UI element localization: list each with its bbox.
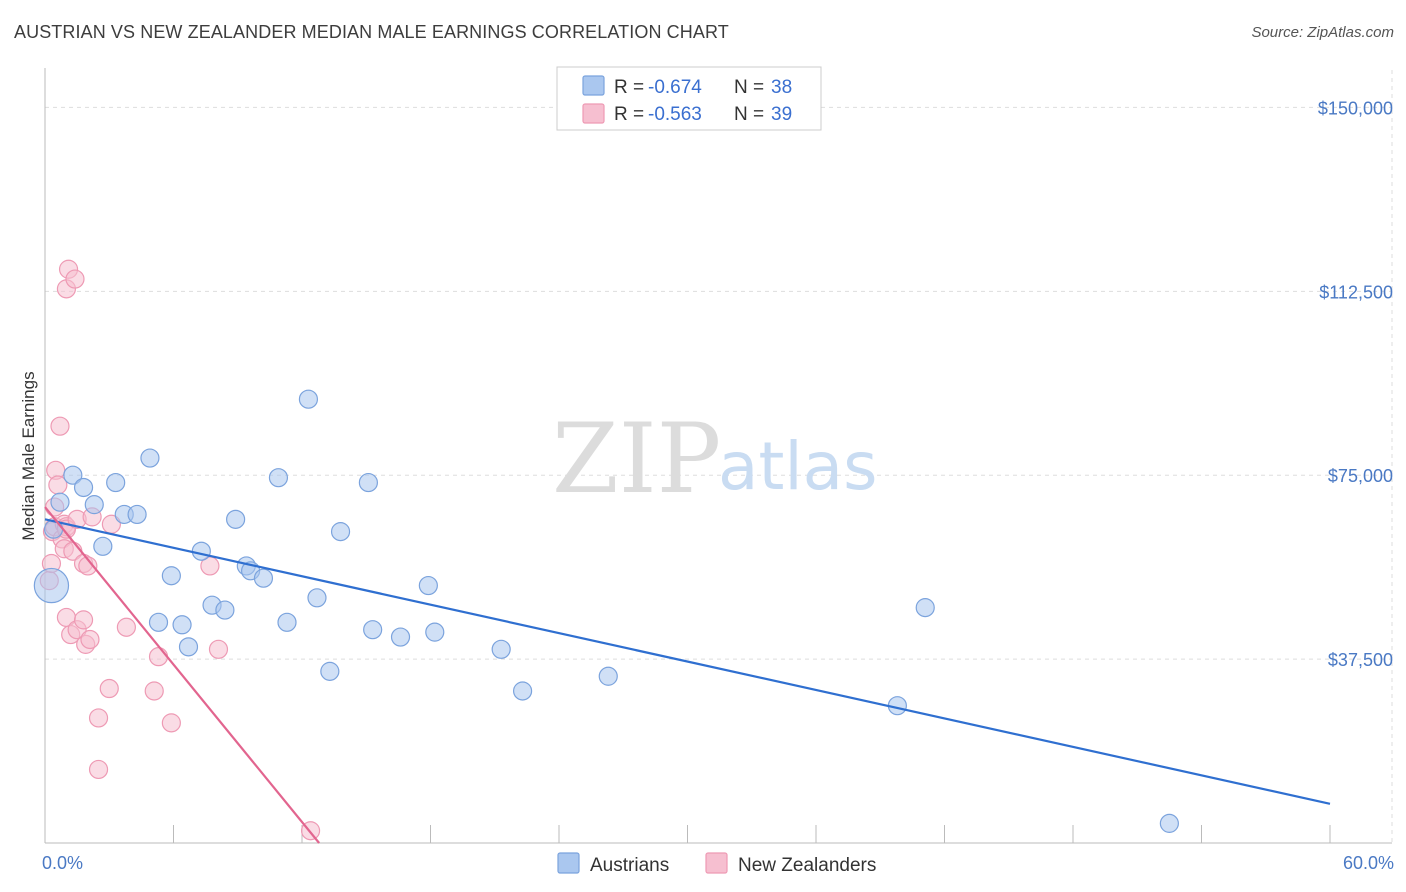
austrian-point [106, 472, 126, 493]
bottom-legend-label-austrians: Austrians [590, 855, 669, 876]
bottom-legend-label-nz: New Zealanders [738, 855, 876, 876]
austrian-point [84, 495, 104, 515]
austrian-point [512, 681, 533, 701]
austrians-trend-line [44, 518, 1331, 805]
austrian-point [63, 465, 83, 485]
correlation-legend: R = -0.674 N = 38 R = -0.563 N = 39 [556, 66, 822, 131]
bottom-legend-swatch-austrians [557, 852, 580, 874]
watermark-atlas: atlas [718, 428, 878, 505]
austrian-point [226, 509, 246, 529]
x-tick-label-min: 0.0% [42, 853, 83, 873]
austrian-point [320, 661, 340, 681]
bottom-legend-swatch-nz [705, 852, 728, 874]
legend-r-label-nz: R = [614, 104, 644, 125]
austrian-point [363, 620, 383, 640]
nz-point [78, 556, 98, 576]
watermark-zip: ZIP [552, 403, 721, 515]
nz-point [88, 708, 109, 728]
austrian-point [268, 468, 289, 488]
austrian-point [298, 389, 319, 409]
legend-r-value-austrians: -0.674 [648, 77, 702, 98]
austrian-point [418, 575, 438, 596]
nz-point [161, 713, 181, 733]
legend-n-value-nz: 39 [771, 104, 792, 125]
nz-point [144, 681, 164, 701]
austrian-point [330, 522, 351, 542]
y-tick-label: $37,500 [1328, 650, 1393, 670]
austrian-point [915, 598, 935, 618]
austrians-points [33, 389, 1179, 833]
austrian-point [277, 612, 297, 632]
austrian-point [127, 504, 147, 525]
source-label: Source: ZipAtlas.com [1251, 24, 1394, 41]
austrian-point [172, 615, 192, 635]
legend-swatch-nz [582, 103, 605, 124]
legend-n-label-nz: N = [734, 104, 764, 125]
austrian-point [73, 477, 94, 498]
nz-point [116, 617, 136, 637]
y-tick-labels: $37,500 $75,000 $112,500 $150,000 [1318, 98, 1393, 670]
legend-n-value-austrians: 38 [771, 77, 792, 98]
nz-point [208, 639, 229, 659]
austrian-point [598, 666, 618, 686]
nz-point [99, 678, 119, 699]
austrian-point [50, 492, 70, 512]
chart-title: AUSTRIAN VS NEW ZEALANDER MEDIAN MALE EA… [14, 22, 729, 42]
nz-point [65, 269, 85, 289]
nz-point [80, 629, 100, 650]
y-tick-label: $150,000 [1318, 98, 1393, 118]
austrian-point [425, 622, 445, 642]
austrian-point [1159, 813, 1179, 833]
nz-point [88, 759, 109, 780]
austrian-point [307, 588, 327, 608]
austrian-point [140, 448, 160, 468]
austrian-point [178, 637, 199, 657]
austrian-point [390, 627, 411, 647]
legend-r-value-nz: -0.563 [648, 104, 702, 125]
austrian-point [358, 472, 378, 493]
nz-point [50, 416, 70, 436]
series-legend: Austrians New Zealanders [557, 852, 876, 876]
watermark: ZIP atlas [552, 403, 878, 515]
y-axis-title: Median Male Earnings [19, 371, 38, 540]
austrian-point [215, 600, 235, 620]
nz-point [148, 647, 169, 667]
austrian-point [191, 541, 211, 561]
trend-lines [44, 506, 1331, 844]
x-tick-label-max: 60.0% [1343, 853, 1394, 873]
nz-point [73, 610, 94, 630]
legend-r-label-austrians: R = [614, 77, 644, 98]
austrian-point [93, 536, 113, 556]
nz-trend-line [44, 506, 320, 844]
y-tick-label: $75,000 [1328, 466, 1393, 486]
austrian-point [33, 567, 70, 604]
legend-swatch-austrians [582, 75, 605, 96]
austrian-point [253, 568, 274, 588]
legend-n-label-austrians: N = [734, 77, 764, 98]
austrian-point [148, 612, 169, 632]
austrian-point [491, 639, 511, 659]
austrian-point [161, 566, 181, 586]
y-tick-label: $112,500 [1319, 282, 1393, 302]
